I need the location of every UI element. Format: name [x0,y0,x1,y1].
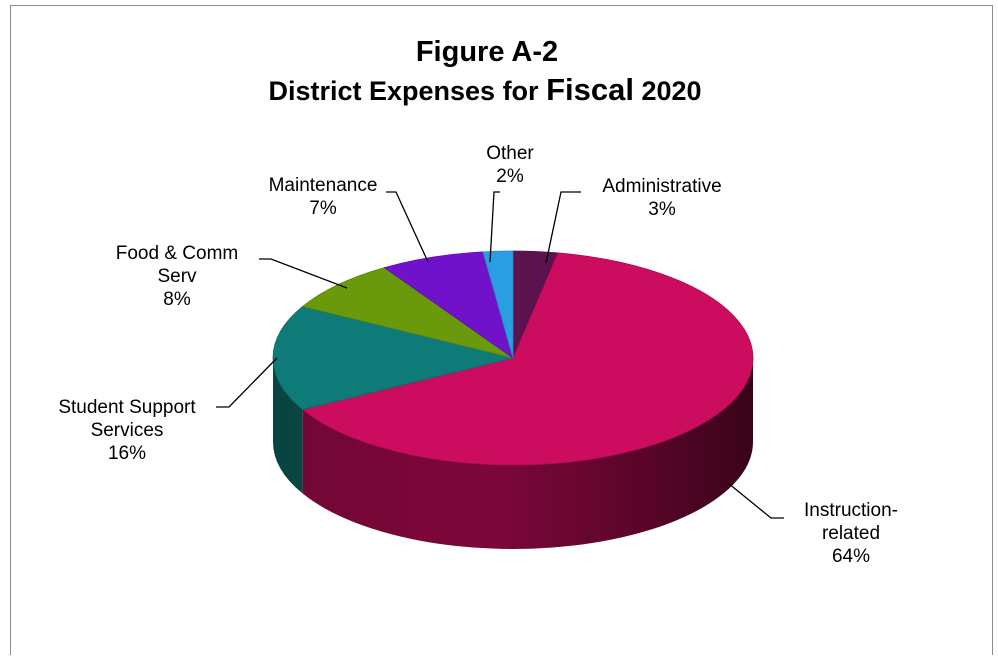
slice-label-other: Other 2% [486,143,534,187]
slice-instruction-related [301,252,754,466]
leader-line-other [489,191,500,263]
slice-name-instruction-related: Instruction- [804,500,898,521]
slice-name-instruction-related: related [822,523,880,544]
pie-slices [272,250,754,466]
leader-line-instruction-related [727,482,784,519]
pie-sides [273,358,753,550]
slice-name-other: Other [486,143,534,164]
slice-name-student-support-services: Services [91,420,164,441]
title-line-2-part-c: 2020 [634,76,702,106]
slice-name-food-comm-serv: Food & Comm [116,243,238,264]
slice-side-instruction-related [302,358,753,550]
slice-side-student-support-services [273,358,303,494]
title-line-2: District Expenses for Fiscal 2020 [268,72,701,107]
slice-percent-administrative: 3% [648,199,676,220]
title-line-1: Figure A-2 [416,36,558,68]
slice-label-administrative: Administrative 3% [602,176,721,220]
slice-percent-other: 2% [496,166,524,187]
slice-maintenance [383,251,514,359]
slice-other [482,250,514,359]
leader-line-administrative [545,191,581,264]
slice-percent-maintenance: 7% [309,198,337,219]
leader-line-food-comm-serv [259,258,348,289]
slice-name-administrative: Administrative [602,176,721,197]
leader-line-student-support-services [216,357,278,408]
slice-label-instruction-related: Instruction-related 64% [804,500,898,567]
leader-lines [216,191,784,519]
pie-chart: Figure A-2 District Expenses for Fiscal … [58,36,898,567]
slice-name-student-support-services: Student Support [58,397,196,418]
slice-name-food-comm-serv: Serv [157,266,197,287]
slice-label-student-support-services: Student Support Services 16% [58,397,196,464]
slice-name-maintenance: Maintenance [269,175,378,196]
chart-title: Figure A-2 District Expenses for Fiscal … [268,36,701,107]
leader-line-maintenance [386,191,429,263]
slice-percent-instruction-related: 64% [832,546,870,567]
slice-student-support-services [272,306,514,410]
title-line-2-part-b: Fiscal [546,72,634,107]
slice-percent-food-comm-serv: 8% [163,289,191,310]
slice-percent-student-support-services: 16% [108,443,146,464]
chart-frame: Figure A-2 District Expenses for Fiscal … [10,5,993,655]
title-line-2-part-a: District Expenses for [268,76,546,106]
slice-labels: Administrative 3% Instruction-related 64% St… [58,143,898,567]
slice-label-maintenance: Maintenance 7% [269,175,378,219]
slice-label-food-comm-serv: Food & Comm Serv 8% [116,243,238,310]
